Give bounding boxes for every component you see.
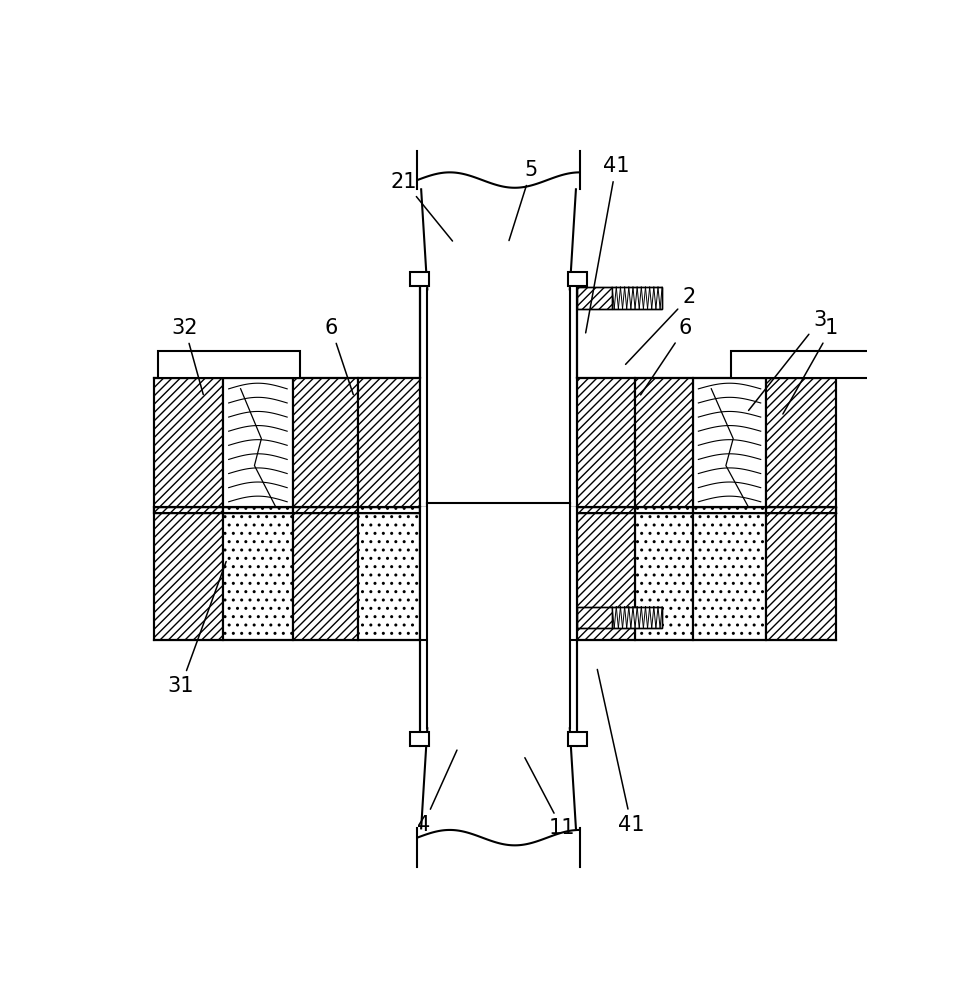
Bar [612, 607, 662, 628]
Bar [766, 507, 837, 640]
Bar [578, 507, 636, 640]
Bar [154, 378, 223, 513]
Text: 1: 1 [782, 318, 838, 414]
Bar [578, 607, 662, 628]
Bar [766, 378, 837, 513]
Bar [636, 507, 693, 640]
Text: 31: 31 [168, 562, 226, 696]
Bar [578, 287, 662, 309]
Text: 11: 11 [525, 758, 576, 838]
Text: 5: 5 [509, 160, 538, 241]
Text: 4: 4 [417, 750, 457, 835]
Text: 6: 6 [325, 318, 354, 395]
Bar [358, 507, 419, 640]
Text: 6: 6 [640, 318, 692, 395]
Bar [411, 732, 429, 746]
Bar [419, 378, 578, 513]
Bar [578, 378, 636, 513]
Bar [411, 272, 429, 286]
Text: 2: 2 [626, 287, 696, 364]
Bar [157, 351, 300, 378]
Bar [578, 287, 612, 309]
Bar [693, 507, 766, 640]
Text: 32: 32 [172, 318, 203, 395]
Bar [223, 378, 293, 513]
Bar [223, 507, 293, 640]
Bar [427, 503, 570, 728]
Bar [154, 507, 223, 640]
Bar [293, 507, 358, 640]
Bar [693, 378, 766, 513]
Text: 3: 3 [749, 310, 827, 410]
Bar [358, 378, 419, 513]
Bar [427, 289, 570, 517]
Text: 41: 41 [585, 156, 629, 333]
Text: 41: 41 [597, 669, 644, 835]
Bar [636, 378, 693, 513]
Bar [568, 732, 586, 746]
Bar [419, 507, 578, 640]
Bar [568, 272, 586, 286]
Bar [731, 351, 874, 378]
Bar [578, 607, 612, 628]
Bar [612, 287, 662, 309]
Text: 21: 21 [391, 172, 452, 241]
Bar [293, 378, 358, 513]
